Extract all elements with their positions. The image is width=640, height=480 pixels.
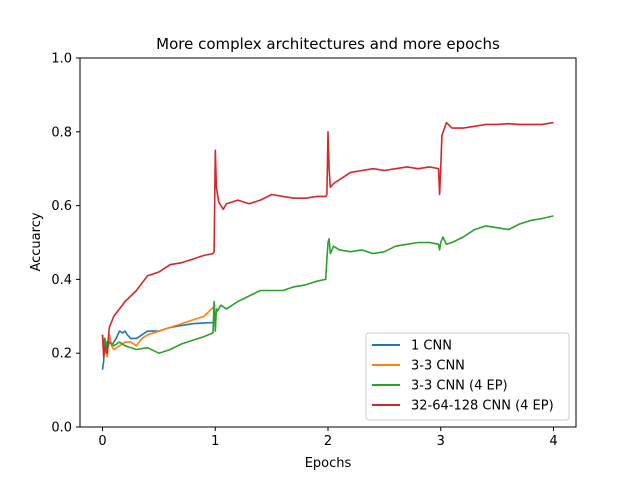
legend: 1 CNN 3-3 CNN 3-3 CNN (4 EP) 32-64-128 CNN … <box>365 332 570 421</box>
y-tick-label: 0.8 <box>51 125 72 140</box>
series-line-4 <box>101 121 554 358</box>
legend-entry-label: 1 CNN <box>411 339 452 354</box>
x-axis-label: Epochs <box>305 456 352 471</box>
plot-area <box>101 121 554 370</box>
legend-box <box>365 332 570 421</box>
y-tick-label: 1.0 <box>51 52 72 67</box>
chart-title: More complex architectures and more epoc… <box>156 35 500 53</box>
y-tick-label: 0.2 <box>51 347 72 362</box>
y-tick-label: 0.0 <box>51 421 72 436</box>
series-line-3 <box>101 215 554 355</box>
legend-entry-label: 3-3 CNN (4 EP) <box>411 379 508 394</box>
axes-frame <box>79 57 577 428</box>
x-tick-label: 0 <box>98 434 106 449</box>
x-axis-ticks: 0 1 2 3 4 <box>98 427 558 449</box>
x-tick-label: 4 <box>549 434 557 449</box>
legend-entry-label: 3-3 CNN <box>411 359 465 374</box>
x-tick-label: 2 <box>324 434 332 449</box>
y-axis-label: Accuarcy <box>29 212 44 271</box>
legend-entry-label: 32-64-128 CNN (4 EP) <box>411 399 554 414</box>
y-tick-label: 0.4 <box>51 273 72 288</box>
x-tick-label: 3 <box>437 434 445 449</box>
x-tick-label: 1 <box>211 434 219 449</box>
y-axis-ticks: 0.0 0.2 0.4 0.6 0.8 1.0 <box>51 52 80 436</box>
y-tick-label: 0.6 <box>51 199 72 214</box>
